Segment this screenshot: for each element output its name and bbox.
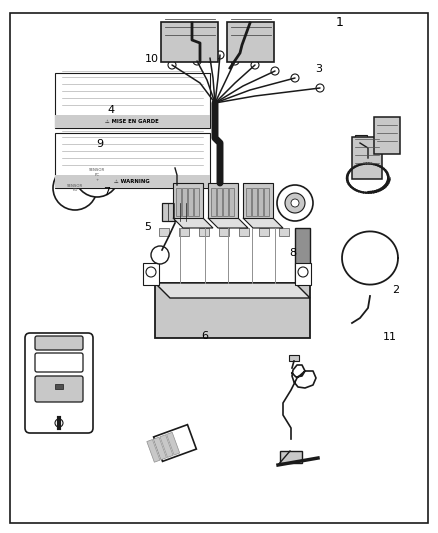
Text: 3: 3 [315, 64, 322, 74]
Circle shape [146, 267, 156, 277]
Text: 10: 10 [145, 54, 159, 63]
Polygon shape [208, 218, 248, 228]
FancyBboxPatch shape [374, 117, 400, 154]
Bar [176, 188, 181, 216]
Circle shape [277, 185, 313, 221]
Bar [182, 188, 187, 216]
Circle shape [231, 57, 239, 65]
Bar [280, 451, 302, 463]
Circle shape [251, 61, 259, 69]
FancyBboxPatch shape [25, 333, 93, 433]
Circle shape [168, 61, 176, 69]
Circle shape [216, 51, 224, 59]
FancyBboxPatch shape [35, 353, 83, 372]
Polygon shape [173, 218, 213, 228]
FancyBboxPatch shape [161, 22, 218, 62]
Bar [55, 133, 210, 188]
Text: ⚠ MISE EN GARDE: ⚠ MISE EN GARDE [105, 118, 159, 124]
Text: 8: 8 [289, 248, 296, 258]
Circle shape [291, 199, 299, 207]
Circle shape [151, 246, 169, 264]
Bar [143, 263, 159, 285]
Circle shape [193, 57, 201, 65]
Bar [264, 188, 269, 216]
Bar [252, 188, 257, 216]
Bar [154, 425, 196, 462]
Polygon shape [155, 283, 310, 298]
Bar [153, 437, 166, 460]
FancyBboxPatch shape [35, 336, 83, 350]
Text: ⚠ WARNING: ⚠ WARNING [114, 179, 150, 183]
Bar [166, 432, 180, 455]
Bar [199, 228, 209, 236]
Bar [259, 228, 269, 236]
Bar [208, 183, 238, 218]
Text: 7: 7 [103, 187, 110, 197]
FancyBboxPatch shape [352, 137, 382, 179]
Polygon shape [295, 228, 310, 283]
Circle shape [75, 153, 119, 197]
Text: 9: 9 [96, 139, 103, 149]
Bar [289, 355, 299, 361]
Bar [159, 228, 169, 236]
Circle shape [206, 54, 214, 62]
Circle shape [285, 193, 305, 213]
Circle shape [316, 84, 324, 92]
Bar [173, 183, 203, 218]
Bar [55, 73, 210, 128]
Circle shape [55, 419, 63, 427]
FancyBboxPatch shape [35, 376, 83, 402]
Bar [194, 188, 199, 216]
Bar [155, 283, 310, 338]
Circle shape [298, 267, 308, 277]
Text: SENSOR
PD: SENSOR PD [67, 184, 83, 192]
Text: 2: 2 [392, 286, 399, 295]
Bar [211, 188, 216, 216]
Bar [258, 188, 263, 216]
Bar [223, 188, 228, 216]
Text: 11: 11 [383, 332, 397, 342]
Polygon shape [243, 218, 283, 228]
Bar [239, 228, 249, 236]
Text: 6: 6 [201, 331, 208, 341]
Circle shape [53, 166, 97, 210]
Bar [179, 228, 189, 236]
Bar [188, 188, 193, 216]
Bar [55, 384, 63, 389]
Bar [55, 115, 210, 128]
Text: 5: 5 [145, 222, 152, 231]
FancyBboxPatch shape [227, 22, 274, 62]
Bar [219, 228, 229, 236]
Text: SENSOR
PC
+: SENSOR PC + [89, 168, 105, 182]
Bar [147, 440, 160, 462]
Bar [229, 188, 234, 216]
Bar [160, 435, 173, 457]
Bar [355, 135, 367, 142]
Bar [55, 175, 210, 188]
Bar [162, 203, 192, 221]
Circle shape [291, 74, 299, 82]
Text: 4: 4 [107, 106, 114, 115]
Circle shape [271, 67, 279, 75]
Bar [246, 188, 251, 216]
Bar [217, 188, 222, 216]
Bar [295, 263, 311, 285]
Text: 1: 1 [336, 17, 344, 29]
Bar [279, 228, 289, 236]
Bar [243, 183, 273, 218]
